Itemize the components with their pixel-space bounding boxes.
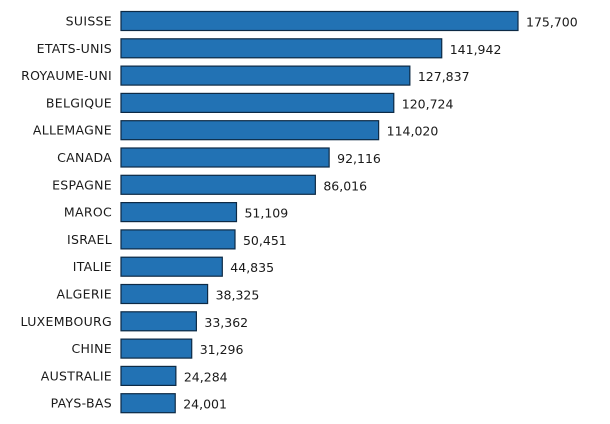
value-label: 24,284 <box>184 369 228 384</box>
value-label: 114,020 <box>387 124 439 139</box>
value-label: 120,724 <box>402 96 454 111</box>
category-label: ISRAEL <box>67 232 112 247</box>
category-label: AUSTRALIE <box>41 368 112 383</box>
bar <box>120 65 411 86</box>
category-label: ESPAGNE <box>52 177 112 192</box>
category-label: ROYAUME-UNI <box>21 68 112 83</box>
value-label: 175,700 <box>526 15 578 30</box>
category-label: ALLEMAGNE <box>33 123 112 138</box>
value-label: 92,116 <box>337 151 381 166</box>
category-label: LUXEMBOURG <box>21 314 112 329</box>
value-label: 33,362 <box>204 315 248 330</box>
bar <box>120 338 193 359</box>
value-label: 86,016 <box>323 178 367 193</box>
bar <box>120 38 443 59</box>
bar <box>120 202 238 223</box>
category-label: BELGIQUE <box>46 95 112 110</box>
bars-layer: SUISSE 175,700 ETATS-UNIS 141,942 ROYAUME-UN… <box>21 10 578 414</box>
category-label: ITALIE <box>73 259 112 274</box>
value-label: 51,109 <box>244 206 288 221</box>
value-label: 50,451 <box>243 233 287 248</box>
category-label: PAYS-BAS <box>51 396 112 411</box>
category-label: CANADA <box>57 150 112 165</box>
category-label: SUISSE <box>66 14 112 29</box>
bar <box>120 365 177 386</box>
category-label: ALGERIE <box>57 287 112 302</box>
bar <box>120 283 209 305</box>
bar <box>120 174 316 195</box>
bar <box>120 120 380 141</box>
category-label: MAROC <box>64 205 112 220</box>
value-label: 24,001 <box>183 397 227 412</box>
value-label: 44,835 <box>230 260 274 275</box>
bar <box>120 256 223 277</box>
value-label: 38,325 <box>216 288 260 303</box>
value-label: 127,837 <box>418 69 470 84</box>
bar <box>120 147 330 168</box>
bar <box>120 311 197 332</box>
category-label: CHINE <box>71 341 112 356</box>
value-label: 141,942 <box>450 42 502 57</box>
category-label: ETATS-UNIS <box>37 41 112 56</box>
bar <box>120 393 176 414</box>
bar <box>120 92 395 114</box>
bar <box>120 10 519 32</box>
value-label: 31,296 <box>200 342 244 357</box>
bar <box>120 229 236 250</box>
